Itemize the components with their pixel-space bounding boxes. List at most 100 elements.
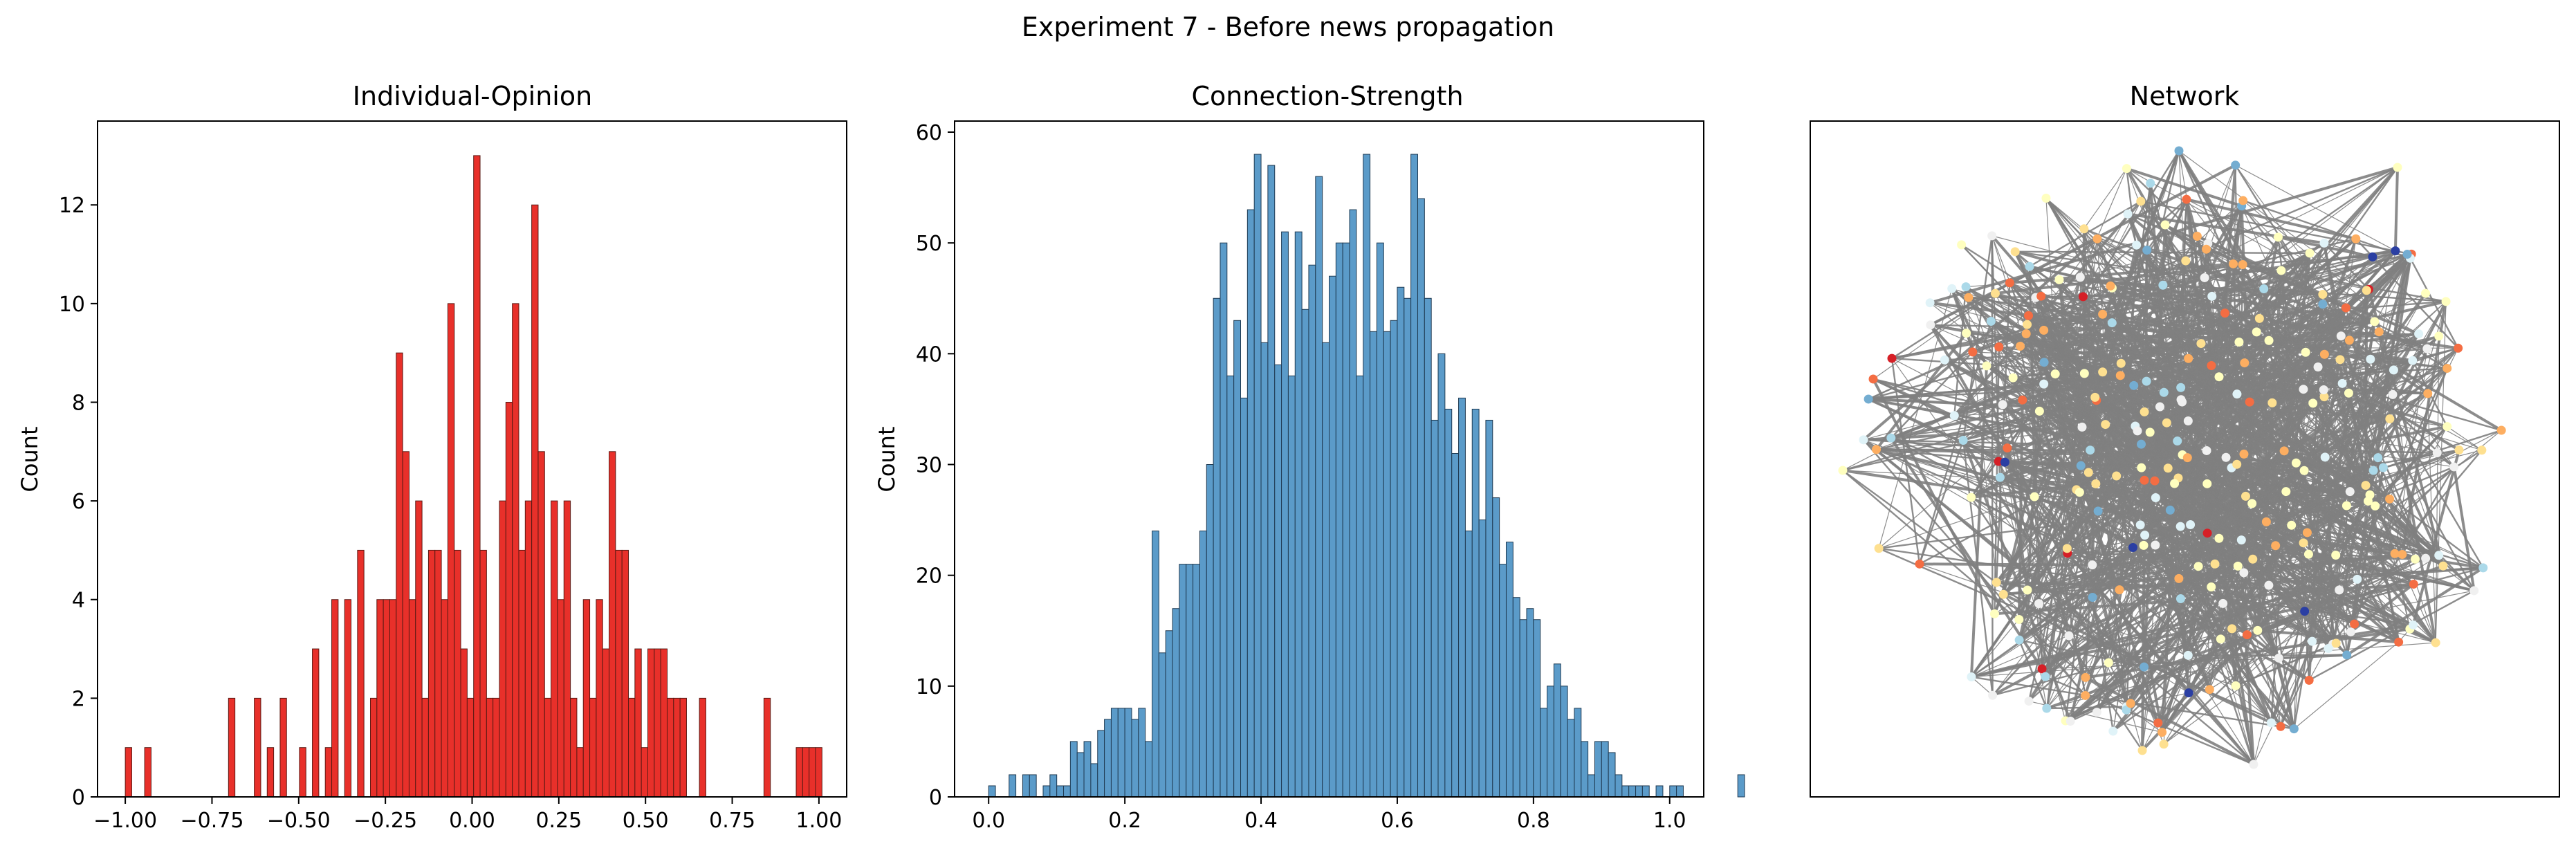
network-node xyxy=(2319,238,2329,248)
network-edge xyxy=(2178,150,2395,554)
histogram-bar xyxy=(1594,741,1602,798)
network-edge xyxy=(1971,450,2090,498)
histogram-bar xyxy=(1437,353,1446,798)
network-edge xyxy=(2178,150,2400,643)
histogram-bar xyxy=(279,697,287,798)
network-node xyxy=(2137,746,2147,755)
network-node xyxy=(2140,407,2149,416)
network-edge xyxy=(2018,260,2187,641)
network-node xyxy=(2182,194,2191,204)
network-node xyxy=(2077,422,2087,432)
network-node xyxy=(2153,718,2163,728)
histogram-bar xyxy=(1621,785,1630,798)
histogram-bar xyxy=(524,500,533,798)
network-node xyxy=(1859,435,1868,445)
network-node xyxy=(2123,209,2133,219)
network-node xyxy=(2207,361,2216,371)
network-edge xyxy=(2206,392,2349,452)
y-tick-label: 0 xyxy=(72,786,85,810)
histogram-bar xyxy=(557,599,564,798)
network-edge xyxy=(1878,410,2040,549)
network-edge xyxy=(2180,597,2233,630)
network-node xyxy=(2331,638,2341,648)
network-node xyxy=(2274,653,2283,663)
network-node xyxy=(2421,553,2431,563)
network-edge xyxy=(1890,358,1921,564)
network-node xyxy=(2432,448,2442,458)
network-node xyxy=(2247,499,2257,508)
histogram-bar xyxy=(479,549,487,798)
network-node xyxy=(2034,599,2043,609)
network-node xyxy=(2200,273,2209,282)
network-edge xyxy=(2095,340,2270,485)
x-tick-label: 0.75 xyxy=(709,809,755,833)
network-node xyxy=(2289,724,2299,734)
network-edge xyxy=(2043,383,2222,640)
histogram-bar xyxy=(551,500,558,798)
histogram-bar xyxy=(815,747,822,798)
network-node xyxy=(1989,609,1999,618)
network-node xyxy=(1990,288,2000,298)
network-node xyxy=(2414,329,2424,339)
histogram-bar xyxy=(518,549,526,798)
histogram-bar xyxy=(1505,542,1514,798)
network-node xyxy=(2281,487,2291,497)
network-edge xyxy=(2323,243,2375,471)
network-node xyxy=(2229,259,2238,268)
y-tick-label: 0 xyxy=(929,786,942,810)
histogram-bar xyxy=(369,697,378,798)
network-node xyxy=(2319,349,2329,359)
network-node xyxy=(2303,549,2313,559)
network-edge xyxy=(1944,359,2036,497)
chart-individual-opinion: Individual-Opinion Count −1.00 −0.75 −0.50… xyxy=(17,81,847,833)
network-node xyxy=(2176,383,2186,392)
network-node xyxy=(2014,635,2024,645)
network-node xyxy=(2214,533,2224,543)
network-node xyxy=(2318,290,2328,300)
histogram-bar xyxy=(1117,708,1125,798)
network-edge xyxy=(2025,333,2121,591)
chart-1-title: Individual-Opinion xyxy=(353,81,592,111)
histogram-bar xyxy=(699,697,706,798)
histogram-bar xyxy=(1322,342,1330,798)
network-edge xyxy=(2102,313,2413,362)
network-node xyxy=(2214,372,2224,382)
network-edge xyxy=(1842,470,2086,679)
network-edge xyxy=(2211,566,2483,589)
network-edge xyxy=(2088,244,2138,451)
histogram-bar xyxy=(1553,663,1561,798)
network-node xyxy=(2132,240,2142,250)
histogram-bar xyxy=(615,549,623,798)
histogram-bar xyxy=(1335,242,1343,798)
network-node xyxy=(2238,259,2247,269)
histogram-bar xyxy=(1485,419,1493,798)
network-node xyxy=(2016,341,2025,351)
histogram-bar xyxy=(1581,741,1589,798)
network-node xyxy=(2030,492,2039,502)
histogram-bar xyxy=(537,451,545,798)
y-tick-label: 6 xyxy=(72,490,85,514)
network-node xyxy=(2014,615,2024,625)
network-node xyxy=(2133,426,2142,436)
network-edge xyxy=(2126,243,2325,710)
network-node xyxy=(1987,231,1997,241)
histogram-bar xyxy=(544,697,552,798)
network-edge xyxy=(2235,165,2396,252)
network-node xyxy=(2122,705,2131,715)
network-edge xyxy=(2225,457,2390,499)
y-tick-label: 40 xyxy=(916,342,942,367)
network-node xyxy=(2398,549,2407,559)
network-node xyxy=(2469,586,2479,596)
network-node xyxy=(2076,461,2086,470)
network-node xyxy=(1957,240,1967,250)
histogram-bar xyxy=(1083,741,1092,798)
y-tick-label: 50 xyxy=(916,232,942,256)
network-node xyxy=(2218,598,2228,608)
network-edges xyxy=(1842,149,2503,766)
network-node xyxy=(2090,392,2100,402)
network-node xyxy=(2024,697,2034,706)
histogram-bar xyxy=(1512,597,1520,798)
network-edge xyxy=(2392,258,2412,371)
network-node xyxy=(2160,220,2170,230)
network-node xyxy=(2335,585,2344,595)
